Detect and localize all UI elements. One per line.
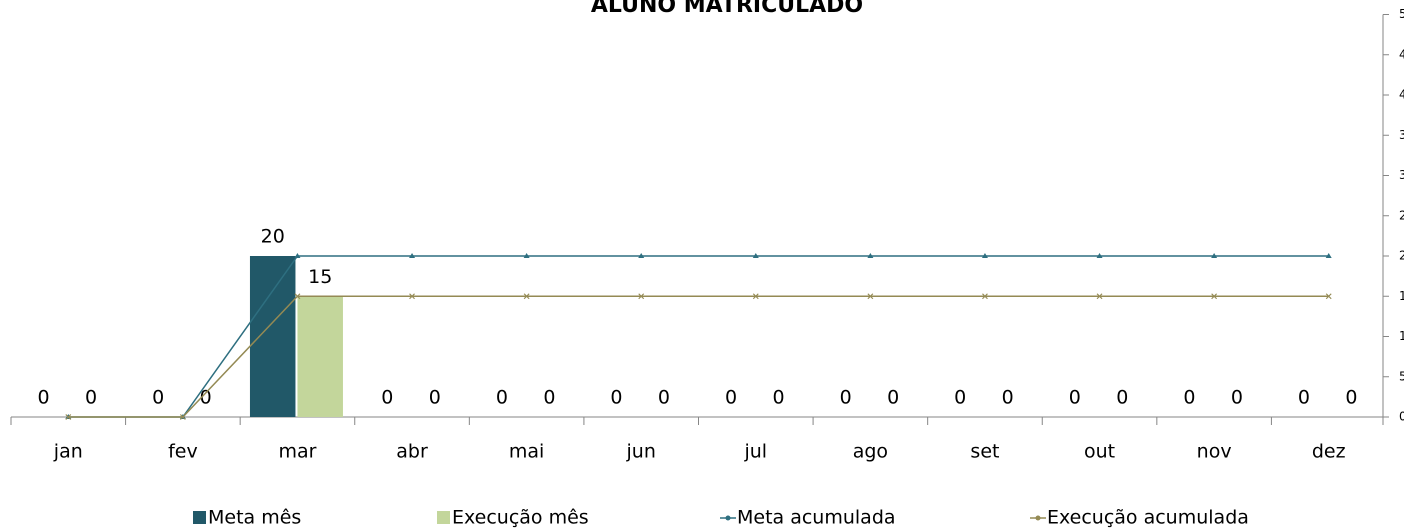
x-tick-label: mai: [509, 441, 544, 463]
x-tick-label: nov: [1197, 441, 1232, 463]
legend-label: Execução mês: [452, 507, 589, 528]
data-label: 0: [200, 387, 212, 409]
y-tick-label: 15: [1399, 289, 1404, 303]
data-label: 0: [152, 387, 164, 409]
data-label: 0: [954, 387, 966, 409]
marker: [982, 293, 988, 300]
marker: [1325, 253, 1332, 258]
marker: [65, 414, 72, 420]
y-tick-label: 10: [1399, 329, 1404, 343]
legend-label: Meta mês: [208, 507, 301, 528]
marker: [1096, 293, 1103, 300]
y-tick-label: 25: [1399, 208, 1404, 222]
data-label: 0: [1069, 387, 1081, 409]
marker: [523, 253, 530, 258]
marker: [1325, 293, 1332, 300]
y-tick-label: 35: [1399, 128, 1404, 142]
marker: [409, 253, 416, 258]
data-label: 0: [1002, 387, 1014, 409]
data-label: 20: [261, 226, 285, 248]
legend-swatch: [437, 511, 450, 524]
y-tick-label: 5: [1399, 369, 1404, 383]
marker: [523, 293, 530, 300]
x-tick-label: out: [1084, 441, 1115, 463]
marker: [752, 253, 759, 258]
marker: [294, 253, 301, 258]
x-tick-label: jul: [743, 441, 767, 463]
data-label: 0: [381, 387, 393, 409]
y-tick-label: 40: [1399, 88, 1404, 102]
legend-marker: [725, 515, 731, 521]
marker: [867, 293, 874, 300]
x-tick-label: set: [970, 441, 999, 463]
x-tick-label: abr: [396, 441, 428, 463]
marker: [1096, 253, 1103, 258]
chart-title: ALUNO MATRICULADO: [591, 0, 863, 18]
data-label: 15: [308, 266, 332, 288]
data-label: 0: [1345, 387, 1357, 409]
data-label: 0: [610, 387, 622, 409]
y-tick-label: 50: [1399, 7, 1404, 21]
marker: [638, 253, 645, 258]
legend-swatch: [193, 511, 206, 524]
data-label: 0: [1231, 387, 1243, 409]
x-tick-label: jan: [53, 441, 83, 463]
marker: [409, 293, 415, 300]
line: [68, 295, 1329, 418]
marker: [981, 253, 988, 258]
x-tick-label: fev: [168, 441, 198, 463]
data-label: 0: [496, 387, 508, 409]
data-label: 0: [543, 387, 555, 409]
y-tick-label: 20: [1399, 249, 1404, 263]
bar: [297, 296, 343, 417]
x-tick-label: jun: [626, 441, 656, 463]
x-tick-label: ago: [853, 441, 888, 463]
data-label: 0: [1116, 387, 1128, 409]
y-tick-label: 0: [1399, 410, 1404, 424]
marker: [867, 253, 874, 258]
marker: [294, 293, 301, 300]
marker: [1211, 253, 1218, 258]
data-label: 0: [85, 387, 97, 409]
data-label: 0: [1183, 387, 1195, 409]
data-label: 0: [725, 387, 737, 409]
data-label: 0: [840, 387, 852, 409]
data-label: 0: [658, 387, 670, 409]
marker: [638, 293, 645, 300]
line: [68, 255, 1329, 418]
legend-label: Execução acumulada: [1047, 507, 1249, 528]
bar: [249, 256, 296, 417]
legend-label: Meta acumulada: [737, 507, 896, 528]
x-tick-label: mar: [278, 441, 316, 463]
x-tick-label: dez: [1312, 441, 1346, 463]
data-label: 0: [772, 387, 784, 409]
data-label: 0: [429, 387, 441, 409]
legend-marker: [1035, 515, 1041, 521]
marker: [179, 414, 186, 420]
data-label: 0: [37, 387, 49, 409]
y-tick-label: 45: [1399, 47, 1404, 61]
marker: [752, 293, 759, 300]
y-tick-label: 30: [1399, 168, 1404, 182]
data-label: 0: [887, 387, 899, 409]
marker: [1211, 293, 1218, 300]
data-label: 0: [1298, 387, 1310, 409]
